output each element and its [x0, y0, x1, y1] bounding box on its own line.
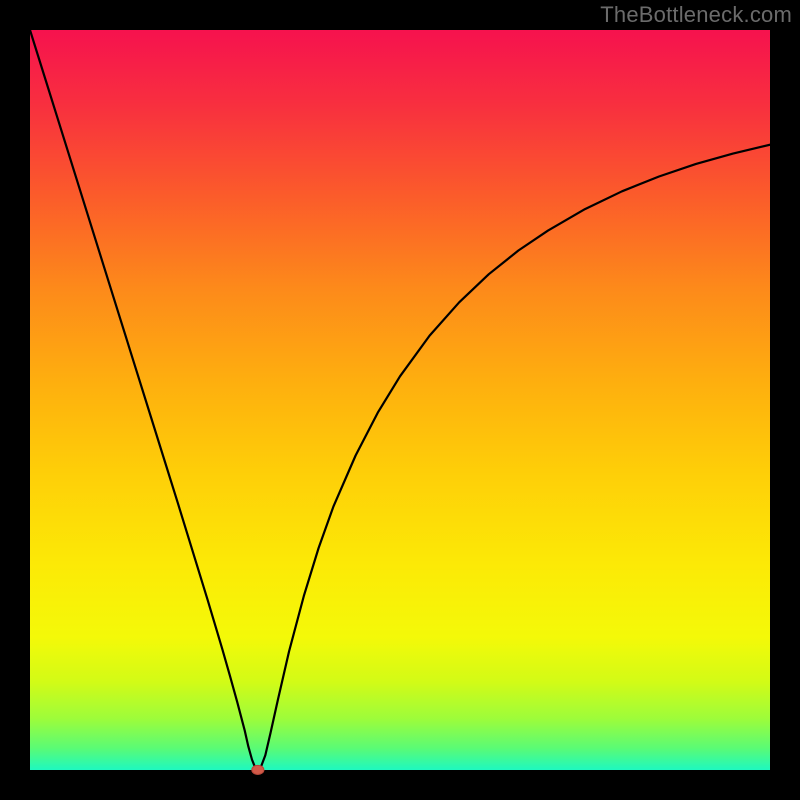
minimum-marker-icon: [251, 765, 264, 775]
chart-frame: TheBottleneck.com: [0, 0, 800, 800]
bottleneck-curve: [30, 30, 770, 770]
curve-svg: [30, 30, 770, 770]
watermark-text: TheBottleneck.com: [600, 2, 792, 28]
plot-area: [30, 30, 770, 770]
